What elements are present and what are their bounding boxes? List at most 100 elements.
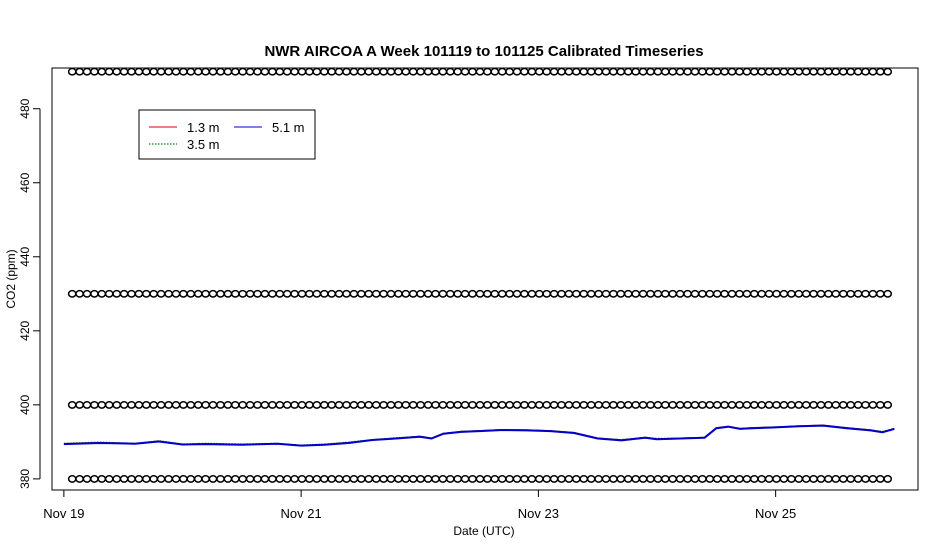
calibration-point	[557, 289, 566, 298]
calibration-point	[386, 289, 396, 298]
calibration-point	[186, 67, 196, 76]
calibration-point	[431, 474, 440, 483]
calibration-point	[683, 289, 692, 298]
calibration-point	[809, 400, 818, 409]
calibration-point	[423, 67, 433, 76]
calibration-point	[816, 67, 826, 76]
calibration-point	[275, 67, 285, 76]
calibration-point	[497, 67, 507, 76]
calibration-point	[82, 474, 92, 483]
calibration-point	[312, 474, 322, 483]
y-axis-label: CO2 (ppm)	[4, 249, 18, 308]
calibration-point	[164, 67, 173, 76]
calibration-point	[764, 289, 774, 298]
calibration-point	[127, 474, 136, 483]
calibration-point	[838, 67, 848, 76]
y-tick-label: 460	[18, 172, 32, 192]
calibration-point	[127, 289, 136, 298]
y-tick-label: 380	[18, 469, 32, 489]
calibration-point	[193, 400, 203, 409]
calibration-point	[623, 400, 633, 409]
calibration-point	[260, 289, 270, 298]
calibration-point	[356, 67, 366, 76]
calibration-point	[245, 400, 255, 409]
calibration-point	[646, 289, 655, 298]
calibration-point	[401, 474, 411, 483]
calibration-point	[423, 474, 433, 483]
calibration-point	[527, 67, 537, 76]
calibration-point	[230, 400, 240, 409]
calibration-point	[824, 289, 833, 298]
calibration-point	[290, 289, 299, 298]
calibration-point	[127, 67, 136, 76]
x-tick-label: Nov 23	[518, 506, 559, 521]
calibration-point	[193, 67, 203, 76]
calibration-point	[483, 400, 492, 409]
calibration-point	[394, 474, 403, 483]
calibration-point	[483, 474, 492, 483]
calibration-point	[319, 400, 329, 409]
calibration-point	[104, 400, 114, 409]
calibration-point	[134, 400, 144, 409]
calibration-point	[82, 289, 92, 298]
calibration-point	[653, 400, 663, 409]
calibration-point	[371, 400, 381, 409]
calibration-point	[564, 474, 574, 483]
y-tick-label: 420	[18, 320, 32, 340]
y-tick-label: 440	[18, 246, 32, 266]
calibration-point	[282, 474, 292, 483]
calibration-point	[319, 67, 329, 76]
x-axis-label: Date (UTC)	[453, 524, 514, 538]
calibration-point	[386, 400, 396, 409]
calibration-point	[757, 289, 767, 298]
calibration-point	[712, 474, 722, 483]
calibration-point	[712, 289, 722, 298]
calibration-point	[735, 67, 744, 76]
calibration-point	[698, 474, 707, 483]
calibration-point	[809, 289, 818, 298]
calibration-point	[379, 474, 388, 483]
calibration-point	[230, 474, 240, 483]
calibration-point	[208, 67, 218, 76]
calibration-point	[838, 400, 848, 409]
calibration-point	[772, 67, 781, 76]
calibration-point	[141, 67, 151, 76]
calibration-point	[623, 474, 633, 483]
calibration-point	[861, 289, 870, 298]
calibration-point	[104, 289, 114, 298]
calibration-point	[275, 474, 285, 483]
calibration-point	[408, 289, 418, 298]
calibration-point	[735, 289, 744, 298]
calibration-point	[512, 474, 522, 483]
calibration-point	[164, 400, 173, 409]
calibration-point	[416, 289, 425, 298]
x-tick-label: Nov 25	[755, 506, 796, 521]
calibration-point	[490, 67, 500, 76]
calibration-point	[675, 289, 685, 298]
calibration-point	[660, 474, 670, 483]
calibration-point	[431, 67, 440, 76]
calibration-point	[334, 67, 344, 76]
calibration-point	[216, 400, 225, 409]
calibration-point	[594, 400, 603, 409]
calibration-point	[379, 67, 388, 76]
calibration-point	[712, 400, 722, 409]
calibration-point	[557, 67, 566, 76]
calibration-point	[779, 400, 789, 409]
calibration-point	[631, 400, 641, 409]
calibration-point	[742, 289, 752, 298]
calibration-point	[601, 474, 611, 483]
calibration-point	[193, 289, 203, 298]
calibration-point	[327, 400, 337, 409]
calibration-point	[275, 289, 285, 298]
calibration-point	[75, 67, 84, 76]
calibration-point	[720, 400, 729, 409]
calibration-point	[653, 67, 663, 76]
calibration-point	[179, 289, 188, 298]
calibration-point	[445, 289, 455, 298]
legend-box	[138, 109, 316, 160]
calibration-point	[712, 67, 722, 76]
calibration-point	[571, 289, 581, 298]
calibration-point	[683, 400, 692, 409]
